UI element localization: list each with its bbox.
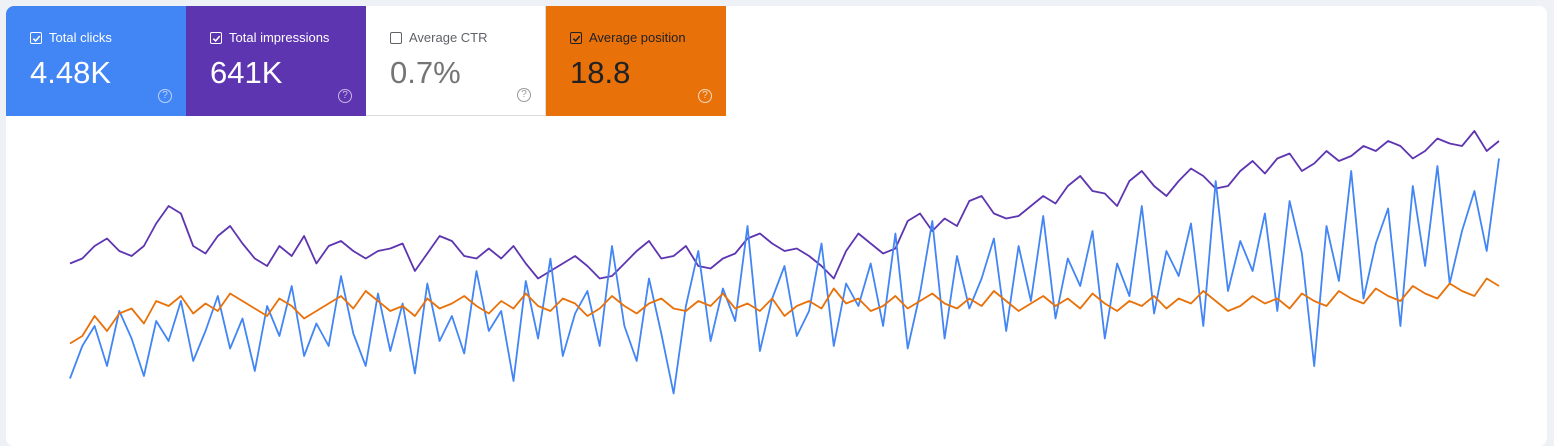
performance-line-chart <box>69 130 1500 395</box>
checkbox-checked-icon[interactable] <box>570 32 582 44</box>
metric-value: 641K <box>210 55 283 90</box>
metric-tab-total-clicks[interactable]: Total clicks 4.48K ? <box>6 6 186 116</box>
metric-header: Average CTR <box>390 31 488 45</box>
help-circle-icon[interactable]: ? <box>517 88 531 102</box>
help-circle-icon[interactable]: ? <box>158 89 172 103</box>
metric-tab-total-impressions[interactable]: Total impressions 641K ? <box>186 6 366 116</box>
help-circle-icon[interactable]: ? <box>338 89 352 103</box>
metric-tab-average-ctr[interactable]: Average CTR 0.7% ? <box>366 6 546 116</box>
metric-header: Total impressions <box>210 31 329 45</box>
metric-value: 0.7% <box>390 55 461 90</box>
performance-card: Total clicks 4.48K ? Total impressions 6… <box>6 6 1547 446</box>
series-line-total-clicks <box>69 158 1500 395</box>
series-line-average-position <box>69 277 1500 345</box>
checkbox-checked-icon[interactable] <box>210 32 222 44</box>
checkbox-checked-icon[interactable] <box>30 32 42 44</box>
metric-label: Total clicks <box>49 30 112 45</box>
series-line-total-impressions <box>69 130 1500 280</box>
metric-label: Total impressions <box>229 30 330 45</box>
metric-label: Average position <box>589 30 686 45</box>
metric-tab-average-position[interactable]: Average position 18.8 ? <box>546 6 726 116</box>
checkbox-unchecked-icon[interactable] <box>390 32 402 44</box>
metric-value: 18.8 <box>570 55 631 90</box>
help-circle-icon[interactable]: ? <box>698 89 712 103</box>
metric-header: Average position <box>570 31 686 45</box>
metric-label: Average CTR <box>409 30 488 45</box>
metric-tabs: Total clicks 4.48K ? Total impressions 6… <box>6 6 726 116</box>
metric-value: 4.48K <box>30 55 112 90</box>
metric-header: Total clicks <box>30 31 112 45</box>
